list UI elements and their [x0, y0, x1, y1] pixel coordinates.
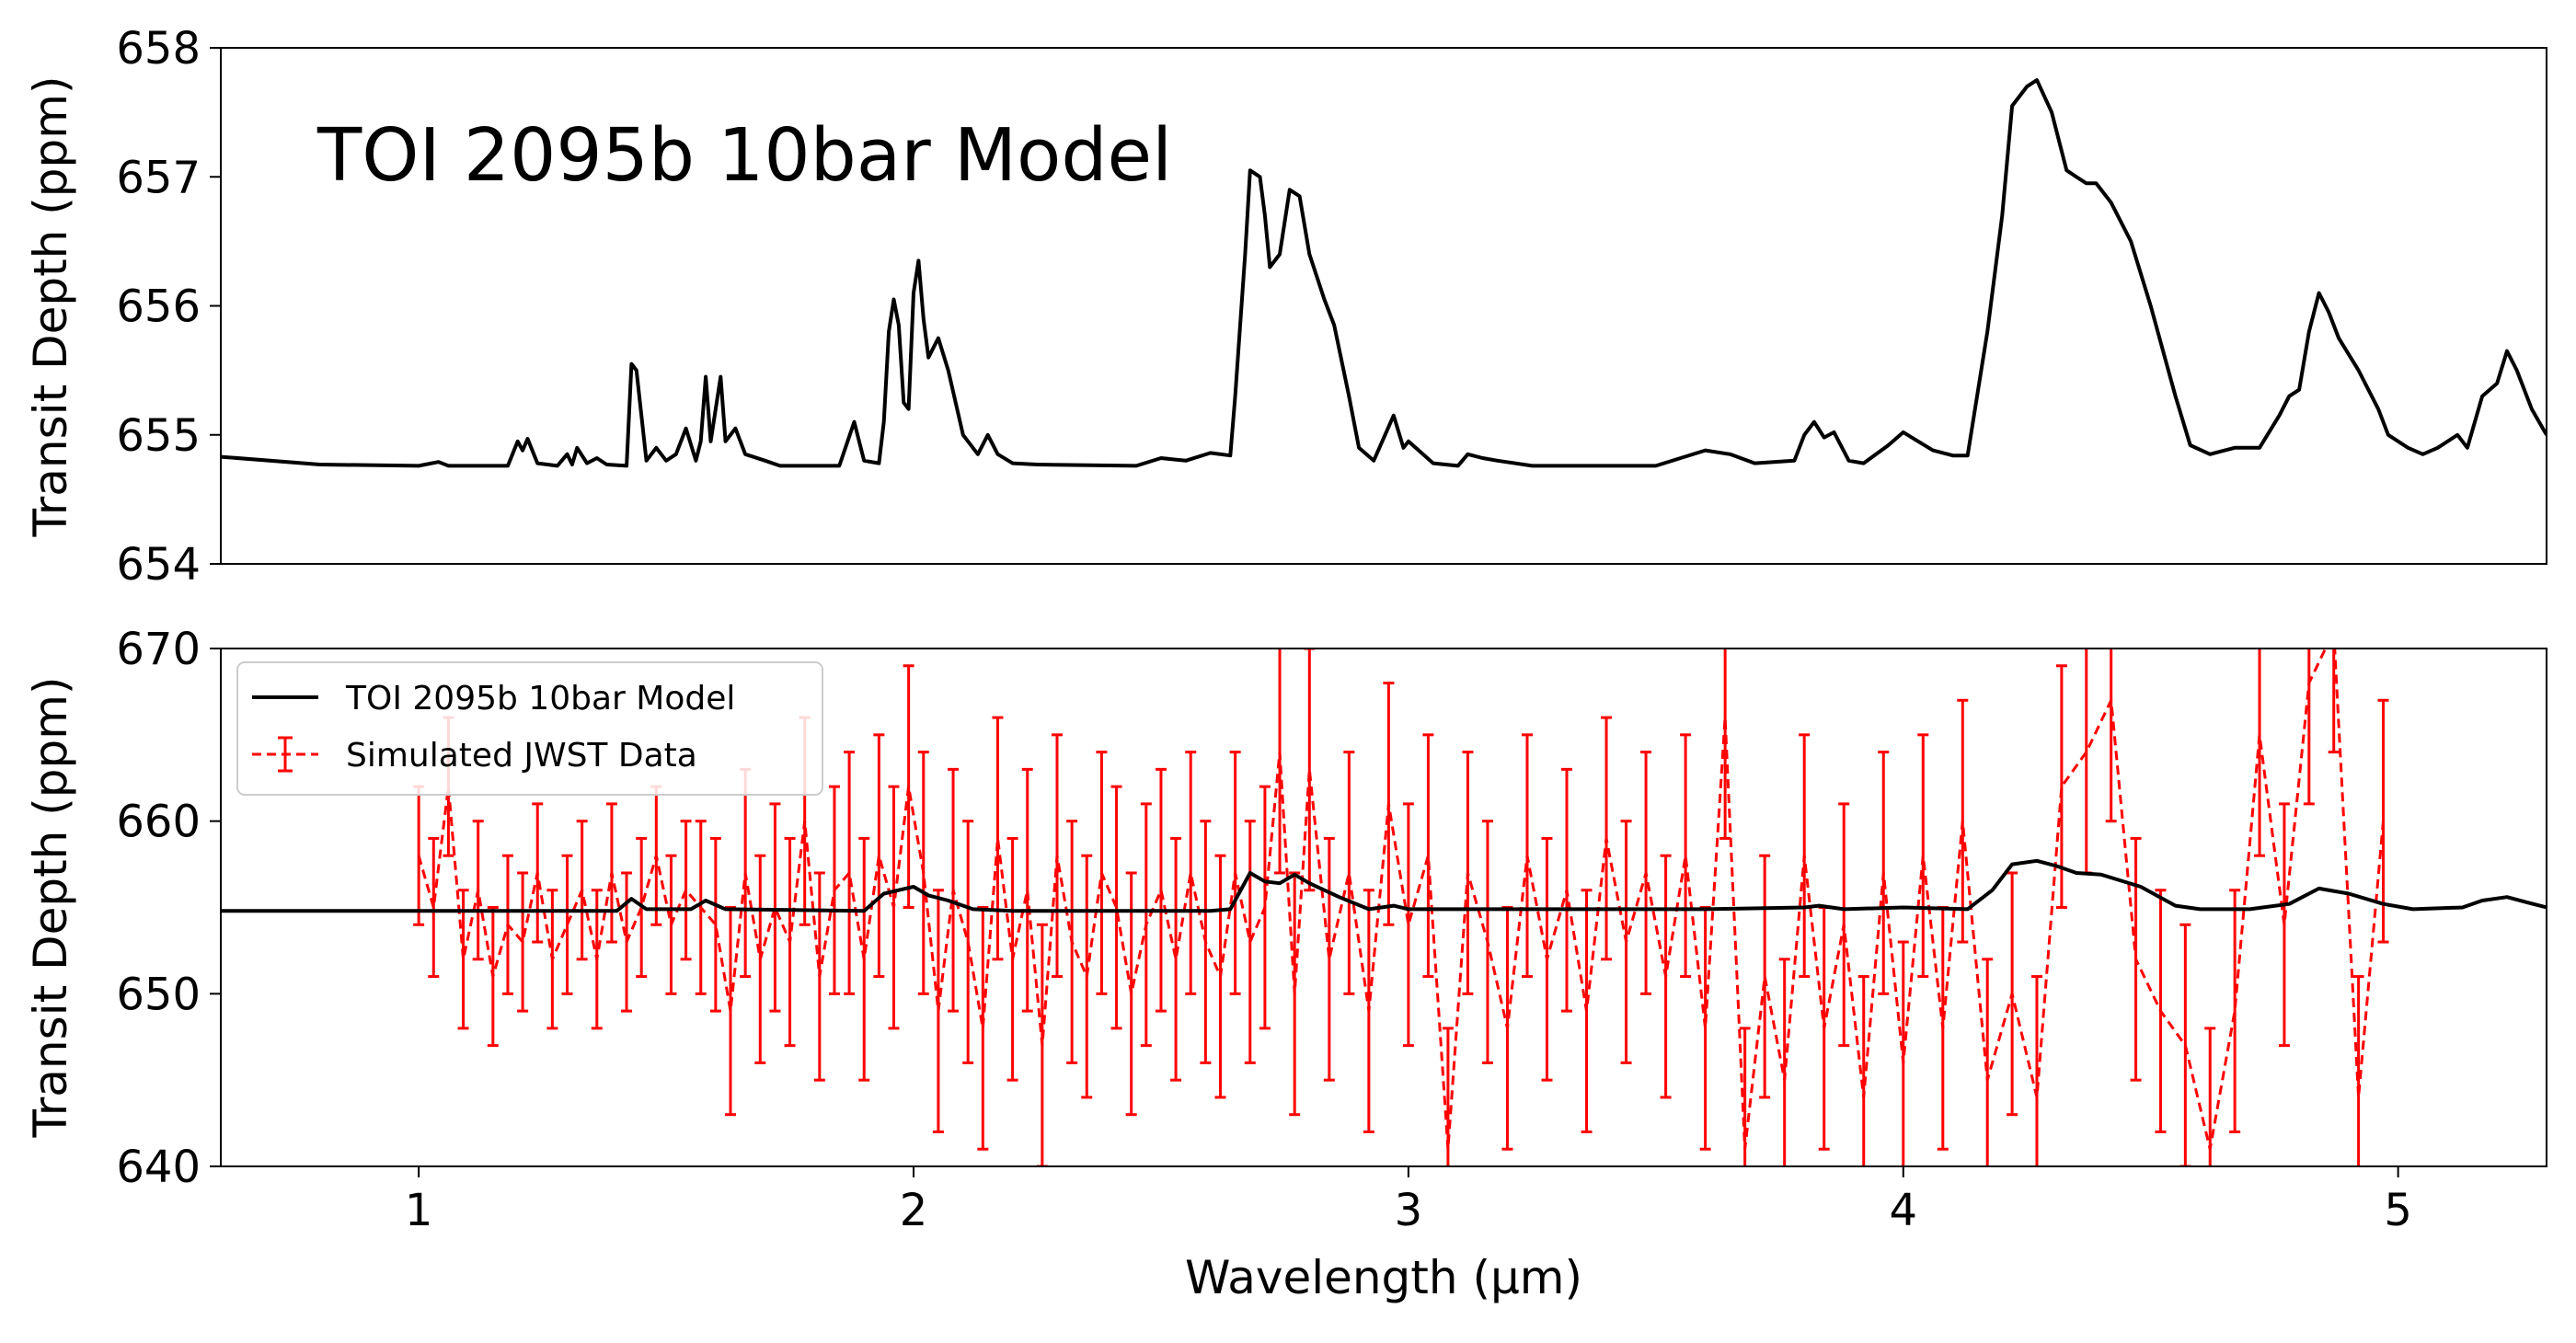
top-plot-area: [221, 78, 2547, 468]
top-y-ticks: 654 655 656 657 658: [116, 23, 221, 591]
bottom-x-tick-label: 5: [2384, 1185, 2412, 1236]
bottom-y-ticks: 640 650 660 670: [116, 624, 221, 1193]
legend-model-label: TOI 2095b 10bar Model: [345, 680, 735, 717]
top-y-tick-label: 658: [116, 23, 201, 75]
bottom-x-tick-label: 3: [1395, 1185, 1423, 1236]
legend-box: [236, 661, 823, 796]
bottom-model-line: [221, 858, 2547, 913]
bottom-y-axis-label: Transit Depth (ppm): [24, 677, 77, 1139]
top-annotation-text: TOI 2095b 10bar Model: [316, 113, 1172, 198]
top-model-line: [221, 78, 2547, 468]
top-y-tick-label: 655: [116, 410, 201, 462]
bottom-axes-frame: [220, 648, 2547, 1167]
top-y-tick-label: 654: [116, 539, 201, 591]
top-y-tick-label: 656: [116, 281, 201, 333]
bottom-x-tick-label: 1: [405, 1185, 433, 1236]
legend-data-label: Simulated JWST Data: [346, 737, 697, 775]
bottom-plot-area: [221, 649, 2547, 1166]
bottom-x-tick-label: 4: [1889, 1185, 1917, 1236]
top-y-tick-label: 657: [116, 152, 201, 203]
top-panel: 654 655 656 657 658 TOI 2095b 10bar Model Tr…: [24, 23, 2547, 591]
bottom-panel: 640 650 660 670 1 2 3 4 5 Transit Depth (ppm) W…: [24, 624, 2547, 1304]
bottom-x-ticks: 1 2 3 4 5: [405, 1166, 2412, 1236]
bottom-x-tick-label: 2: [900, 1185, 928, 1236]
legend: TOI 2095b 10bar Model Simulated JWST Dat…: [236, 661, 823, 796]
bottom-x-axis-label: Wavelength (μm): [1185, 1251, 1582, 1304]
bottom-y-tick-label: 640: [116, 1142, 201, 1193]
top-y-axis-label: Transit Depth (ppm): [24, 76, 77, 538]
bottom-y-tick-label: 670: [116, 624, 201, 675]
bottom-y-tick-label: 660: [116, 797, 201, 848]
bottom-y-tick-label: 650: [116, 969, 201, 1020]
